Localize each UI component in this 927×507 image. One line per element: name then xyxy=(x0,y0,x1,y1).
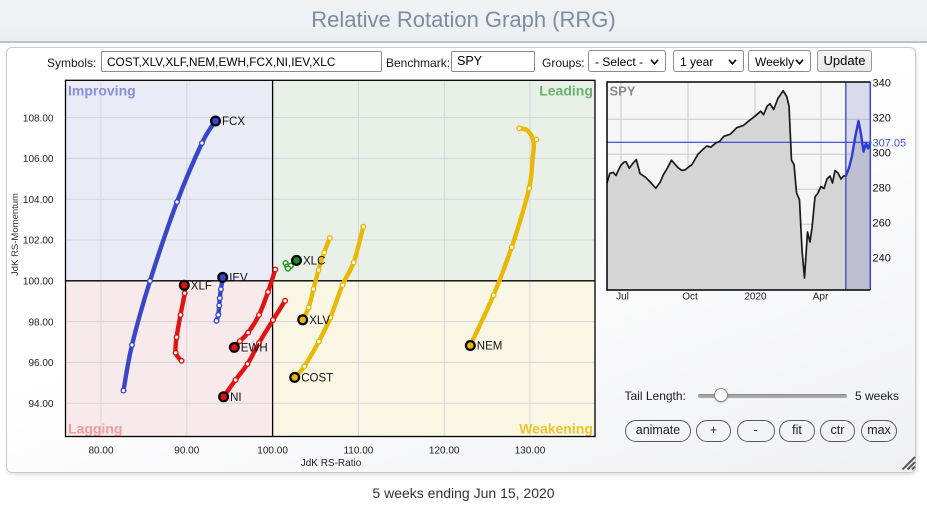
svg-text:110.00: 110.00 xyxy=(343,446,373,457)
svg-text:106.00: 106.00 xyxy=(23,154,54,165)
svg-text:Improving: Improving xyxy=(68,83,136,99)
svg-text:300: 300 xyxy=(873,148,891,160)
svg-text:100.00: 100.00 xyxy=(23,277,54,288)
svg-text:NI: NI xyxy=(230,392,242,404)
svg-text:COST: COST xyxy=(301,372,333,384)
svg-text:EWH: EWH xyxy=(241,342,268,354)
svg-text:JdK RS-Momentum: JdK RS-Momentum xyxy=(10,193,21,276)
svg-text:IEV: IEV xyxy=(229,272,248,284)
svg-text:2020: 2020 xyxy=(744,292,767,303)
svg-text:94.00: 94.00 xyxy=(28,399,53,410)
svg-text:XLF: XLF xyxy=(191,280,212,292)
svg-text:JdK RS-Ratio: JdK RS-Ratio xyxy=(301,458,362,469)
svg-text:Leading: Leading xyxy=(539,83,593,99)
svg-text:240: 240 xyxy=(873,253,891,265)
svg-text:98.00: 98.00 xyxy=(28,317,53,328)
svg-text:260: 260 xyxy=(873,218,891,230)
svg-text:Apr: Apr xyxy=(813,292,829,303)
svg-text:FCX: FCX xyxy=(222,116,245,128)
svg-text:Oct: Oct xyxy=(682,292,698,303)
svg-text:100.00: 100.00 xyxy=(257,446,288,457)
svg-text:Lagging: Lagging xyxy=(68,421,122,437)
svg-text:320: 320 xyxy=(873,113,891,125)
svg-text:XLC: XLC xyxy=(303,255,325,267)
svg-text:80.00: 80.00 xyxy=(88,446,113,457)
svg-text:90.00: 90.00 xyxy=(174,446,199,457)
svg-text:108.00: 108.00 xyxy=(23,113,54,124)
svg-text:120.00: 120.00 xyxy=(429,446,460,457)
svg-text:SPY: SPY xyxy=(610,84,636,99)
svg-text:280: 280 xyxy=(873,183,891,195)
svg-text:96.00: 96.00 xyxy=(28,358,53,369)
svg-text:Jul: Jul xyxy=(616,292,629,303)
svg-text:307.05: 307.05 xyxy=(873,137,907,149)
svg-text:130.00: 130.00 xyxy=(515,446,546,457)
svg-text:XLV: XLV xyxy=(309,315,330,327)
svg-text:102.00: 102.00 xyxy=(23,236,54,247)
svg-text:340: 340 xyxy=(873,78,891,90)
svg-text:104.00: 104.00 xyxy=(23,195,54,206)
svg-text:Weakening: Weakening xyxy=(519,421,593,437)
svg-text:NEM: NEM xyxy=(477,341,503,353)
